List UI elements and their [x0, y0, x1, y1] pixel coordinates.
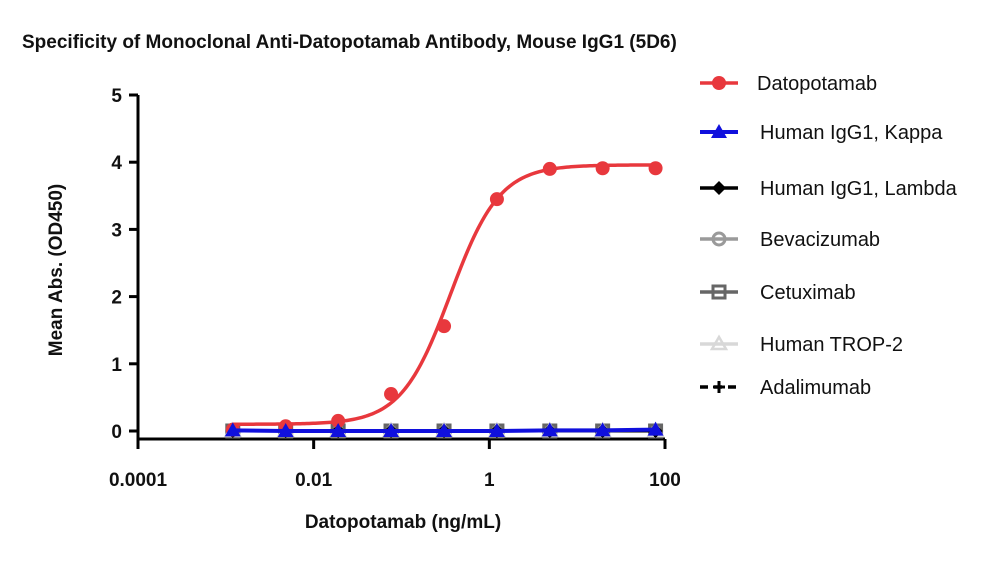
data-point [330, 423, 347, 437]
legend-item: Human IgG1, Lambda [700, 178, 958, 200]
x-tick-label: 1 [484, 470, 495, 491]
fit-curve [232, 163, 656, 426]
data-point [437, 319, 452, 334]
data-point [594, 422, 611, 437]
y-tick-label: 3 [111, 220, 122, 241]
data-point [647, 421, 664, 436]
legend-marker [712, 76, 726, 90]
y-tick-label: 5 [111, 86, 122, 107]
legend-item: Cetuximab [700, 282, 856, 304]
legend-marker [712, 181, 726, 195]
legend: Datopotamab Human IgG1, Kappa Human IgG1, … [700, 73, 958, 399]
chart-title: Specificity of Monoclonal Anti-Datopotam… [22, 32, 677, 53]
legend-marker [711, 124, 727, 138]
x-axis: 0.0001 0.01 1 100 [109, 437, 681, 491]
series-human-igg1-kappa [224, 421, 664, 437]
data-point [489, 192, 504, 207]
legend-label: Cetuximab [760, 282, 856, 304]
legend-item: Datopotamab [700, 73, 877, 95]
y-axis-label: Mean Abs. (OD450) [46, 184, 67, 356]
y-tick-label: 2 [111, 288, 122, 309]
x-axis-label: Datopotamab (ng/mL) [305, 512, 501, 533]
legend-marker [709, 334, 729, 351]
data-point [541, 422, 558, 437]
legend-label: Datopotamab [757, 73, 877, 95]
legend-label: Human TROP-2 [760, 334, 903, 356]
data-point [384, 387, 399, 402]
legend-label: Human IgG1, Lambda [760, 178, 958, 200]
legend-marker [711, 231, 727, 247]
series-datopotamab [225, 161, 663, 437]
y-axis: 0 1 2 3 4 5 [111, 86, 140, 443]
legend-marker [713, 381, 725, 393]
legend-label: Human IgG1, Kappa [760, 122, 943, 144]
plot-area [223, 161, 665, 439]
data-point [488, 423, 505, 437]
legend-label: Bevacizumab [760, 229, 880, 251]
data-point [595, 161, 610, 176]
data-point [331, 413, 346, 428]
x-tick-label: 0.01 [295, 470, 332, 491]
data-point [277, 423, 294, 437]
legend-label: Adalimumab [760, 377, 871, 399]
x-tick-label: 100 [649, 470, 681, 491]
legend-item: Adalimumab [700, 377, 871, 399]
data-point [436, 423, 453, 437]
x-tick-label: 0.0001 [109, 470, 168, 491]
data-point [224, 422, 241, 437]
legend-item: Human TROP-2 [700, 334, 903, 356]
y-tick-label: 4 [111, 153, 122, 174]
data-point [383, 423, 400, 437]
legend-item: Human IgG1, Kappa [700, 122, 943, 144]
legend-marker [711, 284, 727, 300]
legend-item: Bevacizumab [700, 229, 880, 251]
y-tick-label: 0 [111, 422, 122, 443]
y-tick-label: 1 [111, 355, 122, 376]
data-point [648, 161, 663, 176]
data-point [542, 161, 557, 176]
